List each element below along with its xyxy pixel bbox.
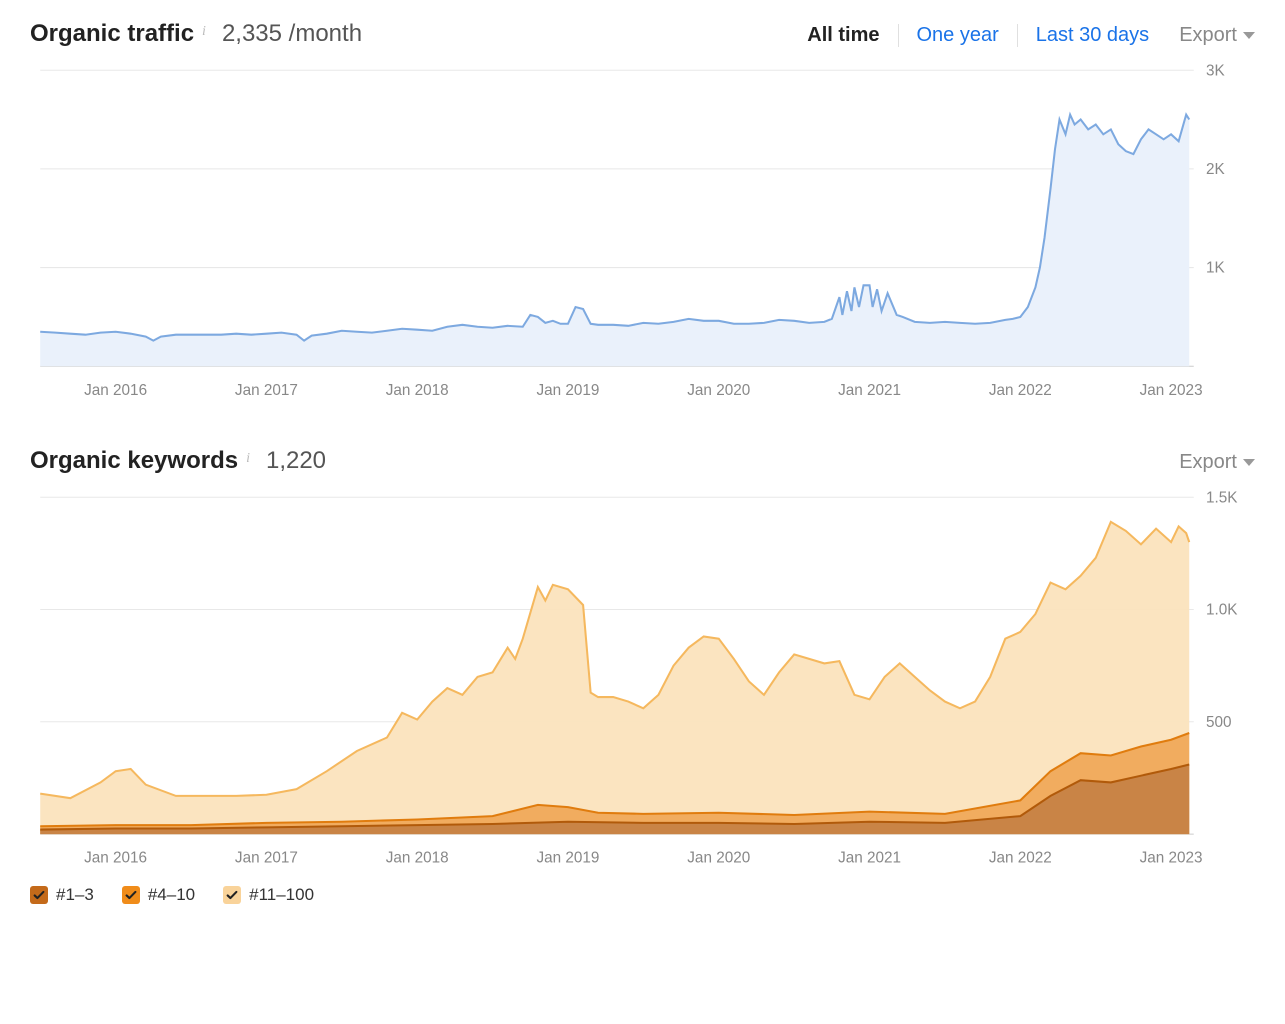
info-icon[interactable]: i <box>202 24 206 40</box>
svg-text:500: 500 <box>1206 714 1232 731</box>
svg-text:Jan 2018: Jan 2018 <box>386 382 449 399</box>
organic-traffic-panel: Organic traffic i 2,335 /month All time … <box>30 20 1255 407</box>
keywords-header: Organic keywords i 1,220 Export <box>30 447 1255 475</box>
legend-checkbox-icon <box>30 886 48 904</box>
svg-text:Jan 2023: Jan 2023 <box>1140 382 1203 399</box>
keywords-chart: 500 1.0K 1.5K Jan 2016 Jan 2017 Jan 2018 Jan 2… <box>30 487 1255 875</box>
tab-one-year[interactable]: One year <box>899 24 1018 47</box>
legend-item-1-3[interactable]: #1–3 <box>30 885 94 905</box>
export-button[interactable]: Export <box>1179 24 1255 47</box>
svg-text:Jan 2016: Jan 2016 <box>84 382 147 399</box>
legend-label: #4–10 <box>148 885 195 905</box>
traffic-chart: 1K 2K 3K Jan 2016 Jan 2017 Jan 2018 Jan 2019 Ja… <box>30 60 1255 407</box>
traffic-header-left: Organic traffic i 2,335 /month <box>30 20 362 48</box>
svg-text:Jan 2020: Jan 2020 <box>687 382 750 399</box>
organic-keywords-panel: Organic keywords i 1,220 Export 500 1.0K 1… <box>30 447 1255 905</box>
traffic-header-right: All time One year Last 30 days Export <box>789 24 1255 47</box>
legend-label: #1–3 <box>56 885 94 905</box>
keywords-header-right: Export <box>1179 451 1255 474</box>
chevron-down-icon <box>1243 32 1255 39</box>
legend-checkbox-icon <box>122 886 140 904</box>
svg-text:2K: 2K <box>1206 161 1226 178</box>
legend-label: #11–100 <box>249 885 314 905</box>
export-button[interactable]: Export <box>1179 451 1255 474</box>
keywords-metric: 1,220 <box>266 447 326 475</box>
svg-text:Jan 2022: Jan 2022 <box>989 850 1052 867</box>
svg-text:1.0K: 1.0K <box>1206 602 1238 619</box>
traffic-header: Organic traffic i 2,335 /month All time … <box>30 20 1255 48</box>
export-label: Export <box>1179 451 1237 474</box>
keywords-chart-svg: 500 1.0K 1.5K Jan 2016 Jan 2017 Jan 2018 Jan 2… <box>30 487 1255 875</box>
svg-text:Jan 2023: Jan 2023 <box>1140 850 1203 867</box>
svg-text:Jan 2019: Jan 2019 <box>536 850 599 867</box>
svg-text:1.5K: 1.5K <box>1206 489 1238 506</box>
svg-text:Jan 2020: Jan 2020 <box>687 850 750 867</box>
legend-checkbox-icon <box>223 886 241 904</box>
svg-text:3K: 3K <box>1206 62 1226 79</box>
svg-text:Jan 2022: Jan 2022 <box>989 382 1052 399</box>
traffic-title: Organic traffic <box>30 20 194 48</box>
tab-all-time[interactable]: All time <box>789 24 898 47</box>
time-range-tabs: All time One year Last 30 days <box>789 24 1155 47</box>
svg-text:1K: 1K <box>1206 260 1226 277</box>
tab-last-30-days[interactable]: Last 30 days <box>1018 24 1155 47</box>
traffic-metric: 2,335 /month <box>222 20 362 48</box>
svg-text:Jan 2019: Jan 2019 <box>536 382 599 399</box>
keywords-title: Organic keywords <box>30 447 238 475</box>
chevron-down-icon <box>1243 459 1255 466</box>
svg-text:Jan 2016: Jan 2016 <box>84 850 147 867</box>
legend-item-11-100[interactable]: #11–100 <box>223 885 314 905</box>
keywords-legend: #1–3 #4–10 #11–100 <box>30 885 1255 905</box>
svg-text:Jan 2021: Jan 2021 <box>838 850 901 867</box>
legend-item-4-10[interactable]: #4–10 <box>122 885 195 905</box>
info-icon[interactable]: i <box>246 451 250 467</box>
svg-text:Jan 2017: Jan 2017 <box>235 382 298 399</box>
svg-text:Jan 2018: Jan 2018 <box>386 850 449 867</box>
keywords-header-left: Organic keywords i 1,220 <box>30 447 326 475</box>
export-label: Export <box>1179 24 1237 47</box>
svg-text:Jan 2017: Jan 2017 <box>235 850 298 867</box>
traffic-chart-svg: 1K 2K 3K Jan 2016 Jan 2017 Jan 2018 Jan 2019 Ja… <box>30 60 1255 407</box>
svg-text:Jan 2021: Jan 2021 <box>838 382 901 399</box>
